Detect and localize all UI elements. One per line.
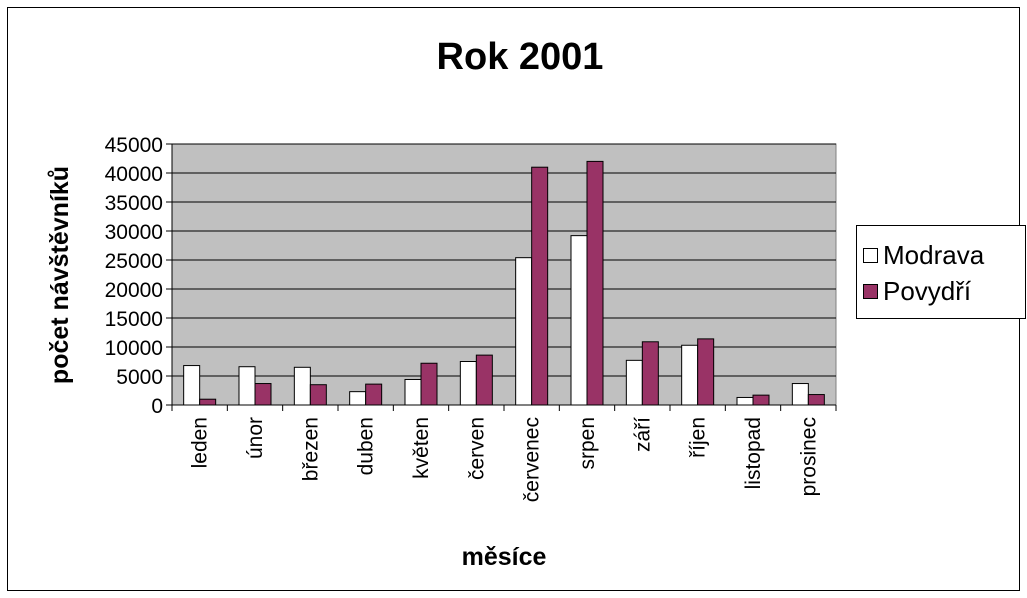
bar-povydří [365,383,383,406]
bar-povydří [807,394,825,406]
legend: Modrava Povydří [856,225,1026,319]
y-tick-label: 5000 [116,366,163,389]
x-tick-label: únor [244,417,267,459]
bar-povydří [697,338,715,406]
y-ticks: 0 5000 10000 15000 20000 25000 30000 35000 40000… [105,134,172,418]
plot-area [171,143,837,406]
y-tick-label: 35000 [105,192,163,215]
x-tick-label: březen [299,417,322,481]
bar-povydří [586,160,604,406]
x-tick-label: červen [465,417,488,480]
bars [183,160,825,406]
bar-povydří [531,166,549,406]
bar-modrava [183,365,201,406]
bar-modrava [238,366,256,406]
legend-label: Modrava [883,239,985,270]
legend-item: Povydří [863,276,971,306]
y-tick-label: 40000 [105,163,163,186]
legend-item: Modrava [863,240,984,270]
bar-modrava [515,257,533,406]
bar-modrava [681,344,699,406]
gridlines [172,143,836,377]
bar-modrava [736,396,754,406]
bar-povydří [475,354,493,406]
x-tick-label: srpen [576,417,599,470]
x-tick-label: leden [189,417,212,468]
bar-modrava [404,378,422,406]
x-tick-label: září [631,417,654,452]
x-ticks: leden únor březen duben květen červen červenec… [171,405,837,502]
y-tick-label: 20000 [105,279,163,302]
bar-povydří [641,341,659,406]
legend-label: Povydří [883,275,972,306]
y-tick-label: 25000 [105,250,163,273]
chart-title: Rok 2001 [437,36,604,78]
x-axis-label: měsíce [462,543,547,571]
y-tick-label: 0 [151,395,163,418]
x-tick-label: červenec [521,417,544,502]
bar-modrava [625,359,643,406]
x-tick-label: říjen [687,417,710,458]
legend-swatch [863,283,878,299]
bar-modrava [791,383,809,406]
bar-modrava [293,366,311,406]
x-tick-label: listopad [742,417,765,489]
legend-swatch [863,247,878,263]
y-axis-label: počet návštěvníků [46,166,74,384]
bar-modrava [570,235,588,406]
bar-povydří [420,362,438,406]
bar-modrava [349,391,367,406]
bar-povydří [752,394,770,406]
y-tick-label: 30000 [105,221,163,244]
x-tick-label: květen [410,417,433,479]
y-tick-label: 10000 [105,337,163,360]
y-tick-label: 15000 [105,308,163,331]
bar-povydří [199,398,217,406]
y-tick-label: 45000 [105,134,163,157]
x-tick-label: prosinec [797,417,820,496]
bar-modrava [459,361,477,406]
bar-povydří [309,384,327,406]
x-tick-label: duben [355,417,378,475]
bar-povydří [254,383,272,406]
